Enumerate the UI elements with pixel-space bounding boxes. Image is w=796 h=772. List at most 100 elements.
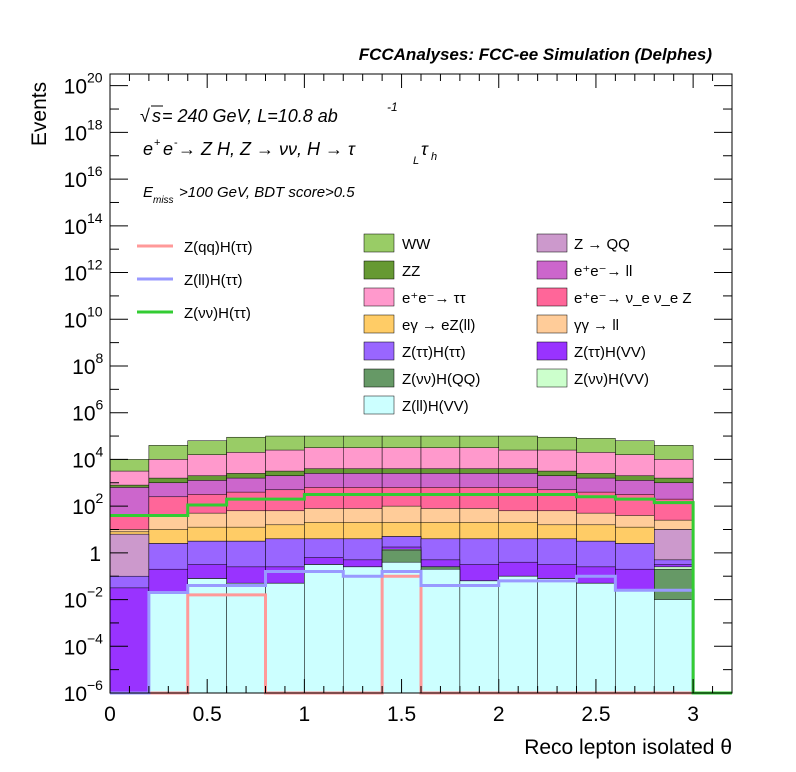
legend: Z(qq)H(ττ) Z(ll)H(ττ) Z(νν)H(ττ) WW ZZ e⁺e⁻→ … [137, 233, 692, 415]
y-tick-label: 10 14 [64, 210, 103, 239]
legend-label: e⁺e⁻→ ττ [402, 290, 466, 307]
legend-label: WW [402, 236, 431, 253]
tau-h-sub: h [431, 151, 437, 163]
s-symbol: s [152, 106, 161, 126]
bar [615, 589, 655, 694]
y-tick-base: 10 [64, 309, 87, 332]
y-tick-base: 10 [72, 449, 95, 472]
y-tick-base: 1 [89, 543, 101, 566]
signal-line-2 [110, 570, 732, 695]
y-tick-exp: 16 [87, 163, 103, 179]
y-tick-label: 10 12 [64, 257, 103, 286]
legend-label: Z(ll)H(VV) [402, 398, 469, 415]
y-tick-label: 10 8 [72, 350, 103, 379]
y-tick-exp: 2 [96, 490, 104, 506]
bar [537, 578, 577, 694]
legend-swatch [536, 368, 568, 388]
y-tick-exp: −6 [87, 677, 103, 693]
legend-label: e⁺e⁻→ ν_e ν_e Z [574, 290, 692, 307]
legend-signal-label: Z(qq)H(ττ) [184, 239, 253, 256]
legend-swatch [536, 341, 568, 361]
legend-swatch [363, 395, 395, 415]
y-tick-label: 10 6 [72, 397, 103, 426]
legend-label: Z(ττ)H(VV) [574, 344, 646, 361]
y-tick-label: 10 4 [72, 443, 103, 472]
process-annotation: e + e - → Z H, Z → νν, H → τ L τ h [143, 137, 437, 167]
y-tick-base: 10 [64, 216, 87, 239]
x-tick-label: 2.5 [581, 703, 610, 726]
legend-label: Z(ττ)H(ττ) [402, 344, 466, 361]
y-tick-exp: 20 [87, 70, 103, 86]
y-tick-exp: 4 [96, 443, 104, 459]
legend-label: Z → QQ [574, 236, 630, 253]
legend-signal-label: Z(νν)H(ττ) [184, 305, 251, 322]
y-tick-base: 10 [64, 122, 87, 145]
cut-text: >100 GeV, BDT score>0.5 [179, 184, 355, 201]
x-tick-label: 0 [104, 703, 116, 726]
energy-text: = 240 GeV, L=10.8 ab [162, 106, 338, 126]
stack-1 [148, 561, 694, 694]
chart-title: FCCAnalyses: FCC-ee Simulation (Delphes) [359, 45, 713, 64]
y-tick-label: 10 20 [64, 70, 103, 99]
legend-swatch [536, 233, 568, 253]
y-axis-label: Events [28, 82, 51, 146]
legend-swatch [363, 233, 395, 253]
process-e-plus: e [143, 139, 153, 159]
y-tick-label: 10 16 [64, 163, 103, 192]
y-tick-base: 10 [64, 636, 87, 659]
y-tick-label: 1 [89, 543, 101, 566]
y-tick-exp: 12 [87, 257, 103, 273]
y-tick-base: 10 [64, 76, 87, 99]
y-tick-exp: 8 [96, 350, 104, 366]
energy-annotation: √ s = 240 GeV, L=10.8 ab -1 [140, 100, 398, 126]
cut-miss-sub: miss [153, 195, 174, 206]
y-tick-label: 10 −4 [64, 630, 104, 659]
y-tick-exp: 10 [87, 303, 103, 319]
cut-e-symbol: E [143, 184, 154, 201]
y-tick-base: 10 [72, 403, 95, 426]
legend-signal-label: Z(ll)H(ττ) [184, 272, 243, 289]
legend-swatch [363, 287, 395, 307]
legend-label: γγ → ll [574, 317, 619, 334]
stack-layer [109, 435, 694, 694]
bar [343, 566, 383, 694]
bar [226, 582, 266, 694]
sqrt-symbol: √ [140, 106, 150, 126]
lumi-exponent: -1 [387, 100, 398, 114]
x-tick-label: 2 [493, 703, 505, 726]
y-tick-exp: −2 [87, 584, 103, 600]
y-tick-base: 10 [64, 263, 87, 286]
bar [304, 564, 344, 694]
x-axis-label: Reco lepton isolated θ [524, 736, 732, 759]
bar [654, 599, 694, 694]
y-tick-exp: 6 [96, 397, 104, 413]
y-tick-base: 10 [64, 590, 87, 613]
legend-label: Z(νν)H(VV) [574, 371, 649, 388]
legend-swatch [536, 260, 568, 280]
bar [420, 568, 461, 694]
signal-line-3 [110, 492, 732, 695]
y-tick-label: 10 10 [64, 303, 103, 332]
y-tick-exp: 18 [87, 116, 103, 132]
legend-swatch [363, 368, 395, 388]
process-minus-sup: - [174, 137, 178, 149]
x-tick-label: 3 [687, 703, 699, 726]
process-text: → Z H, Z → νν, H → τ [178, 139, 356, 159]
y-tick-exp: 14 [87, 210, 103, 226]
x-tick-label: 1 [299, 703, 311, 726]
bar [576, 582, 616, 694]
bar [109, 587, 150, 694]
y-tick-base: 10 [72, 496, 95, 519]
cut-annotation: E miss >100 GeV, BDT score>0.5 [143, 184, 355, 206]
y-tick-exp: −4 [87, 630, 103, 646]
bar [459, 580, 499, 694]
y-tick-base: 10 [72, 356, 95, 379]
legend-label: Z(νν)H(QQ) [402, 371, 480, 388]
legend-swatch [363, 314, 395, 334]
legend-label: e⁺e⁻→ ll [574, 263, 632, 280]
tau-l-sub: L [413, 155, 419, 167]
legend-swatch [363, 341, 395, 361]
bar [498, 575, 538, 694]
legend-label: eγ → eZ(ll) [402, 317, 475, 334]
